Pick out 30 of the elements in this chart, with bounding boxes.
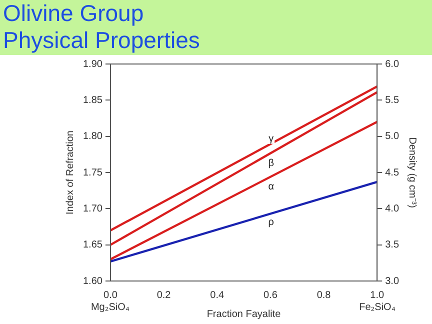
text: Fe₂SiO₄ <box>359 302 396 313</box>
y2-tick-label: 5.0 <box>385 131 400 142</box>
y-tick-label: 1.60 <box>82 276 103 287</box>
y-tick-label: 1.70 <box>82 203 103 214</box>
y-tick-label: 1.90 <box>82 58 103 70</box>
x-tick-label: 0.6 <box>263 290 278 301</box>
y2-tick-label: 6.0 <box>385 58 400 70</box>
y2-tick-label: 3.5 <box>385 240 400 251</box>
series-label: β <box>268 158 274 170</box>
y2-axis-title: Density (g cm⁻³) <box>406 137 418 208</box>
series-label: α <box>268 181 274 192</box>
y-axis-title: Index of Refraction <box>64 130 76 214</box>
y-tick-label: 1.75 <box>82 167 103 178</box>
x-tick-label: 0.0 <box>104 290 118 301</box>
y2-tick-label: 4.5 <box>385 167 400 178</box>
series-label: γ <box>268 134 274 145</box>
y-tick-label: 1.65 <box>82 240 103 251</box>
y2-tick-label: 5.5 <box>385 94 400 106</box>
y2-tick-label: 3.0 <box>385 276 400 287</box>
x-tick-label: 0.4 <box>210 290 225 301</box>
text: Mg₂SiO₄ <box>90 302 130 313</box>
series-label: ρ <box>268 217 274 228</box>
x-tick-label: 1.0 <box>370 290 384 301</box>
y-tick-label: 1.85 <box>82 94 103 106</box>
x-tick-label: 0.2 <box>156 290 172 301</box>
y2-tick-label: 4.0 <box>385 203 400 214</box>
x-tick-label: 0.8 <box>316 290 332 301</box>
x-axis-title: Fraction Fayalite <box>206 308 282 320</box>
y-tick-label: 1.80 <box>82 131 103 142</box>
chart-title: Olivine Group Physical Properties <box>3 0 201 54</box>
